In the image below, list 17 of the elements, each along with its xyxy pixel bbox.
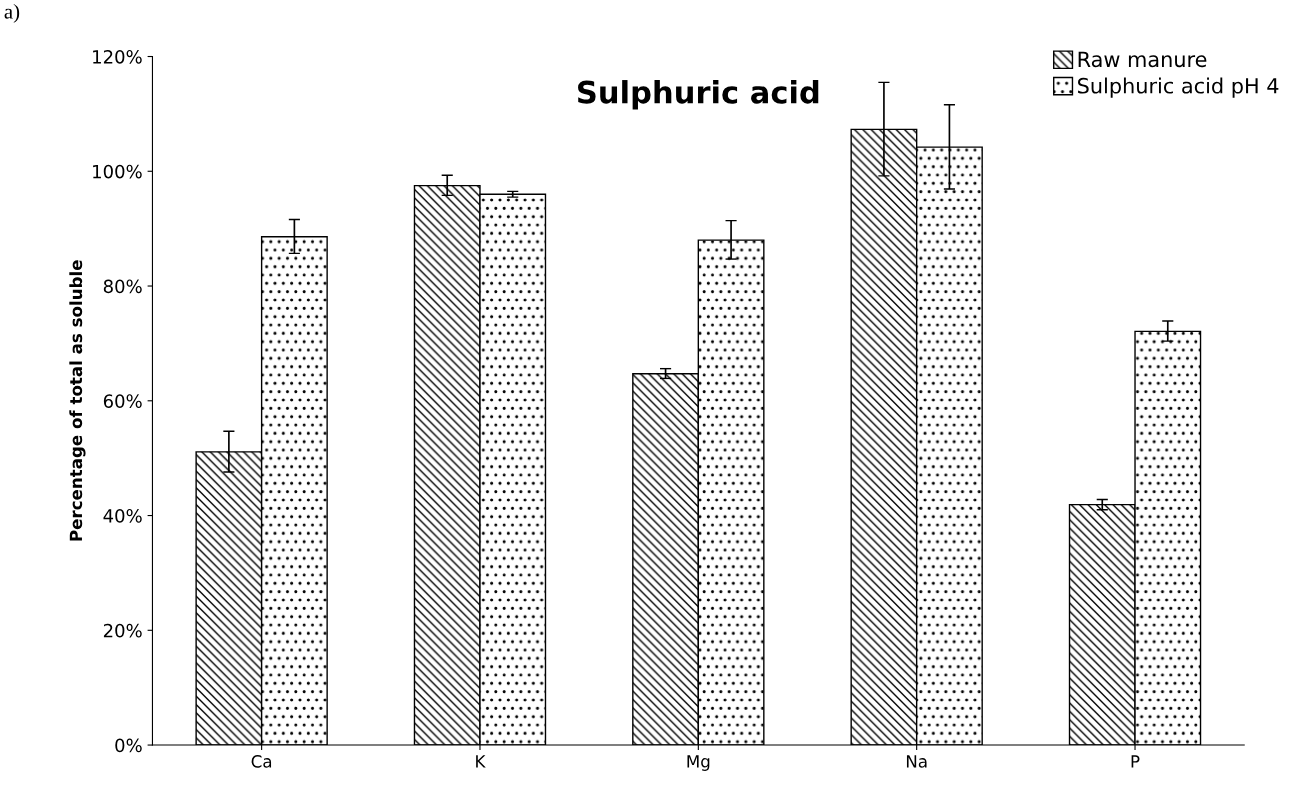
text: Sulphuric acid [578,80,819,110]
y-axis-title: Percentage of total as soluble [69,260,86,541]
y-tick-label: 60% [103,394,142,408]
x-tick-label: Mg [687,755,710,771]
y-tick-label: 100% [93,164,142,179]
text: a) [4,3,20,23]
y-tick-label: 40% [103,509,142,523]
x-tick-label: Na [906,755,927,768]
y-tick-label: 0% [115,738,142,753]
legend-label: Raw manure [1078,51,1207,68]
x-tick-label: Ca [251,755,272,768]
legend-label: Sulphuric acid pH 4 [1078,77,1279,98]
x-tick-label: P [1131,755,1140,768]
y-tick-label: 120% [93,49,142,64]
y-tick-label: 80% [103,279,142,294]
x-tick-label: K [476,755,486,768]
y-tick-label: 20% [103,623,142,638]
